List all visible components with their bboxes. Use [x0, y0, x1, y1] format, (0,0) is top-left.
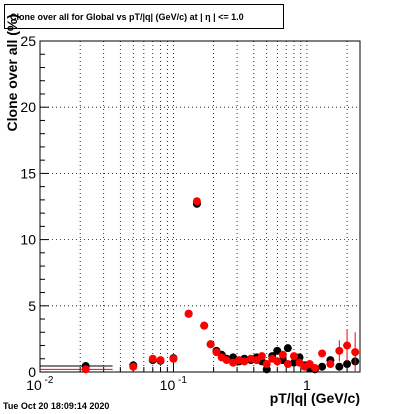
data-point-red — [289, 352, 298, 361]
data-point-red — [129, 362, 138, 371]
data-point-red — [156, 356, 165, 365]
data-point-red — [310, 364, 319, 373]
data-point-red — [351, 348, 360, 357]
x-tick-label: 10 — [160, 377, 176, 393]
data-marks — [40, 197, 360, 374]
data-point-red — [81, 365, 90, 374]
x-tick-label: 1 — [303, 377, 311, 393]
data-point-red — [318, 349, 327, 358]
data-point-red — [343, 341, 352, 350]
data-point-red — [169, 354, 178, 363]
data-point-black — [318, 362, 327, 371]
data-point-black — [289, 358, 298, 367]
data-point-red — [273, 357, 282, 366]
y-tick-label: 10 — [20, 232, 36, 248]
data-point-red — [262, 360, 271, 369]
y-axis-label: Clone over all (%) — [4, 14, 20, 132]
data-point-red — [278, 350, 287, 359]
data-point-red — [257, 352, 266, 361]
data-point-red — [283, 360, 292, 369]
data-point-red — [222, 356, 231, 365]
y-tick-label: 5 — [28, 298, 36, 314]
data-point-red — [200, 321, 209, 330]
chart-title: Clone over all for Global vs pT/|q| (GeV… — [10, 12, 244, 22]
grid-lines — [40, 41, 360, 372]
data-point-black — [343, 360, 352, 369]
x-tick-label: 10 — [26, 377, 42, 393]
x-tick-label-exponent: -1 — [178, 375, 187, 386]
data-point-black — [335, 362, 344, 371]
data-point-red — [212, 348, 221, 357]
title-box: Clone over all for Global vs pT/|q| (GeV… — [4, 4, 284, 29]
y-tick-label: 20 — [20, 99, 36, 115]
y-tick-label: 25 — [20, 33, 36, 49]
data-point-red — [184, 309, 193, 318]
data-point-red — [335, 346, 344, 355]
data-point-red — [206, 340, 215, 349]
plot-frame — [39, 40, 361, 373]
data-point-red — [148, 354, 157, 363]
data-point-black — [283, 344, 292, 353]
y-tick-label: 0 — [28, 364, 36, 380]
data-point-red — [240, 357, 249, 366]
data-point-black — [273, 346, 282, 355]
data-point-red — [192, 197, 201, 206]
y-tick-label: 15 — [20, 165, 36, 181]
timestamp: Tue Oct 20 18:09:14 2020 — [3, 401, 110, 411]
x-axis-label: pT/|q| (GeV/c) — [269, 390, 360, 406]
data-point-red — [326, 360, 335, 369]
x-tick-label-exponent: -2 — [45, 375, 54, 386]
